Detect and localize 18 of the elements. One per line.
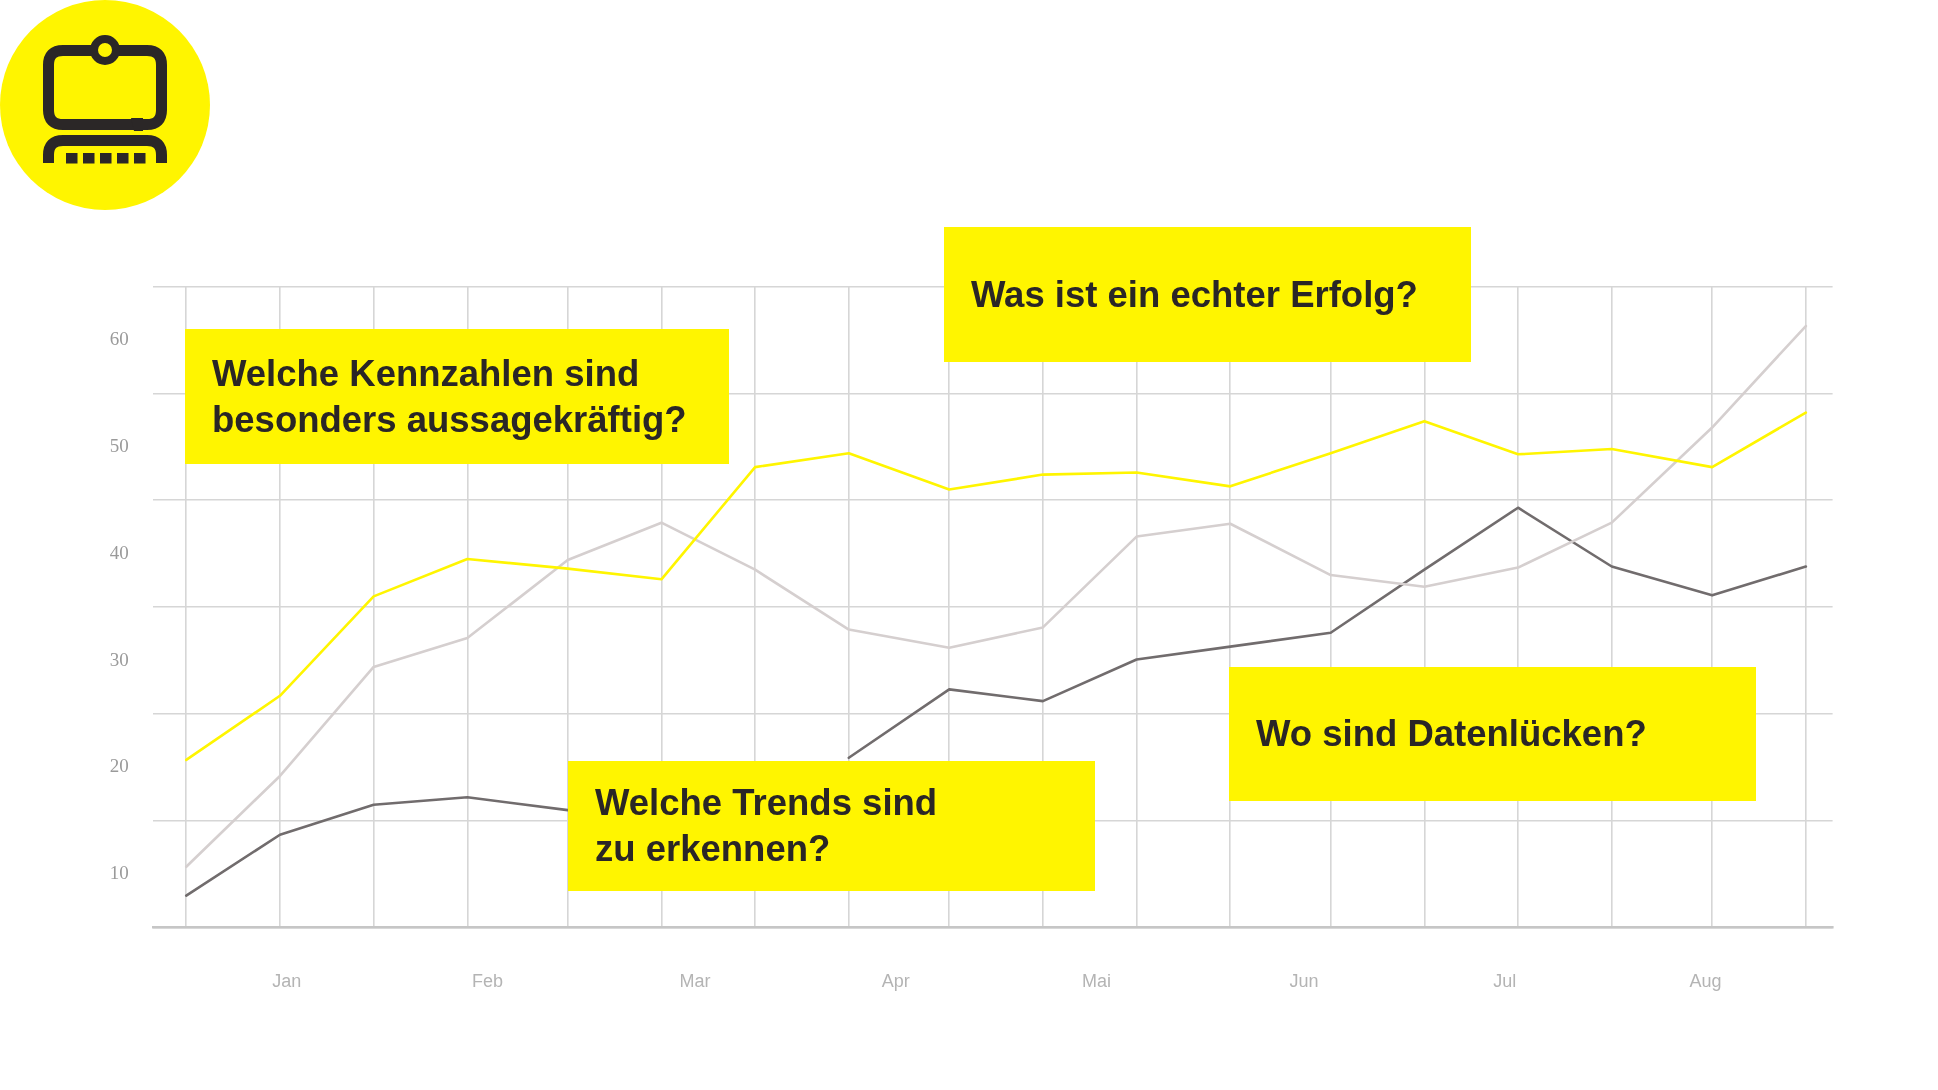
annotation: Wo sind Datenlücken? bbox=[1256, 712, 1647, 756]
x-tick-label: Mai bbox=[1081, 971, 1111, 992]
y-tick-label: 30 bbox=[109, 648, 129, 670]
x-tick-label: Jun bbox=[1289, 971, 1319, 992]
annotation: Welche Kennzahlen sind besonders aussagekräftig? bbox=[212, 351, 688, 442]
annotation: Welche Trends sind zu erkennen? bbox=[595, 781, 939, 871]
x-tick-label: Mar bbox=[679, 971, 711, 992]
x-tick-label: Jan bbox=[272, 971, 302, 992]
x-tick-label: Aug bbox=[1689, 971, 1722, 992]
y-tick-label: 60 bbox=[109, 327, 129, 349]
y-tick-label: 20 bbox=[109, 755, 129, 777]
x-tick-label: Jul bbox=[1493, 971, 1517, 992]
annotation: Was ist ein echter Erfolg? bbox=[971, 272, 1418, 317]
y-tick-label: 10 bbox=[109, 862, 129, 884]
y-tick-label: 50 bbox=[109, 434, 129, 456]
x-tick-label: Feb bbox=[471, 971, 503, 992]
x-tick-label: Apr bbox=[881, 971, 910, 992]
y-tick-label: 40 bbox=[109, 541, 129, 563]
